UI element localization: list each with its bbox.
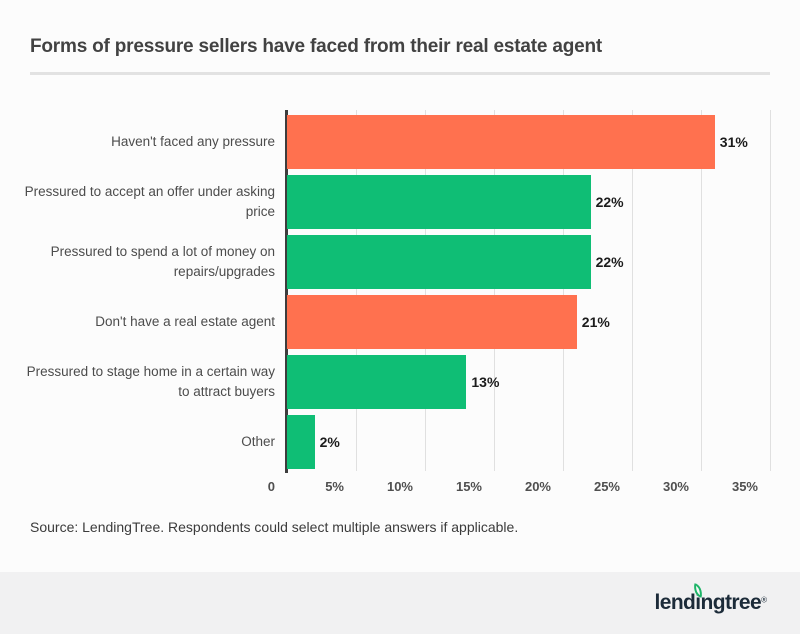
x-tick-label: 20% bbox=[524, 479, 551, 494]
bar bbox=[287, 235, 591, 289]
category-label: Haven't faced any pressure bbox=[111, 134, 275, 149]
gridline bbox=[494, 110, 495, 471]
bar bbox=[287, 355, 467, 409]
trademark-symbol: ® bbox=[761, 595, 767, 605]
logo-text: lendingtree bbox=[654, 591, 762, 614]
gridline bbox=[632, 110, 633, 471]
bar-value-label: 22% bbox=[595, 194, 624, 210]
x-tick-label: 15% bbox=[455, 479, 482, 494]
footer: lendingtree® bbox=[0, 572, 800, 634]
x-tick-label: 10% bbox=[386, 479, 413, 494]
gridline bbox=[770, 110, 771, 471]
bar bbox=[287, 175, 591, 229]
category-label: Pressured to spend a lot of money on rep… bbox=[50, 244, 275, 279]
plot-area: 31% 22% 22% 21% 13% 2% bbox=[285, 110, 771, 473]
bar-value-label: 2% bbox=[319, 434, 340, 450]
gridline bbox=[425, 110, 426, 471]
bar-row: 13% bbox=[287, 355, 770, 409]
source-note: Source: LendingTree. Respondents could s… bbox=[30, 519, 519, 535]
page-title: Forms of pressure sellers have faced fro… bbox=[30, 36, 603, 57]
bar bbox=[287, 415, 315, 469]
x-tick-label: 0 bbox=[267, 479, 275, 494]
bar-value-label: 31% bbox=[719, 134, 748, 150]
bar-row: 22% bbox=[287, 235, 770, 289]
bar bbox=[287, 115, 715, 169]
gridline bbox=[563, 110, 564, 471]
x-tick-label: 35% bbox=[731, 479, 758, 494]
bar-value-label: 13% bbox=[471, 374, 500, 390]
y-axis-line bbox=[285, 110, 288, 473]
x-tick-label: 25% bbox=[593, 479, 620, 494]
gridline bbox=[701, 110, 702, 471]
bar-row: 21% bbox=[287, 295, 770, 349]
chart: 31% 22% 22% 21% 13% 2% 0 5% 10% 15% 20% 25% 30% 35% H… bbox=[0, 110, 800, 510]
bar bbox=[287, 295, 577, 349]
x-tick-label: 30% bbox=[662, 479, 689, 494]
category-label: Other bbox=[241, 434, 275, 449]
bar-row: 22% bbox=[287, 175, 770, 229]
bar-row: 2% bbox=[287, 415, 770, 469]
category-label: Don't have a real estate agent bbox=[95, 314, 275, 329]
lendingtree-logo: lendingtree® bbox=[654, 583, 767, 615]
category-label: Pressured to accept an offer under askin… bbox=[24, 184, 275, 219]
x-tick-label: 5% bbox=[325, 479, 344, 494]
title-divider bbox=[30, 72, 770, 75]
bar-value-label: 21% bbox=[581, 314, 610, 330]
category-label: Pressured to stage home in a certain way… bbox=[26, 364, 275, 399]
bar-row: 31% bbox=[287, 115, 770, 169]
bar-value-label: 22% bbox=[595, 254, 624, 270]
gridline bbox=[356, 110, 357, 471]
